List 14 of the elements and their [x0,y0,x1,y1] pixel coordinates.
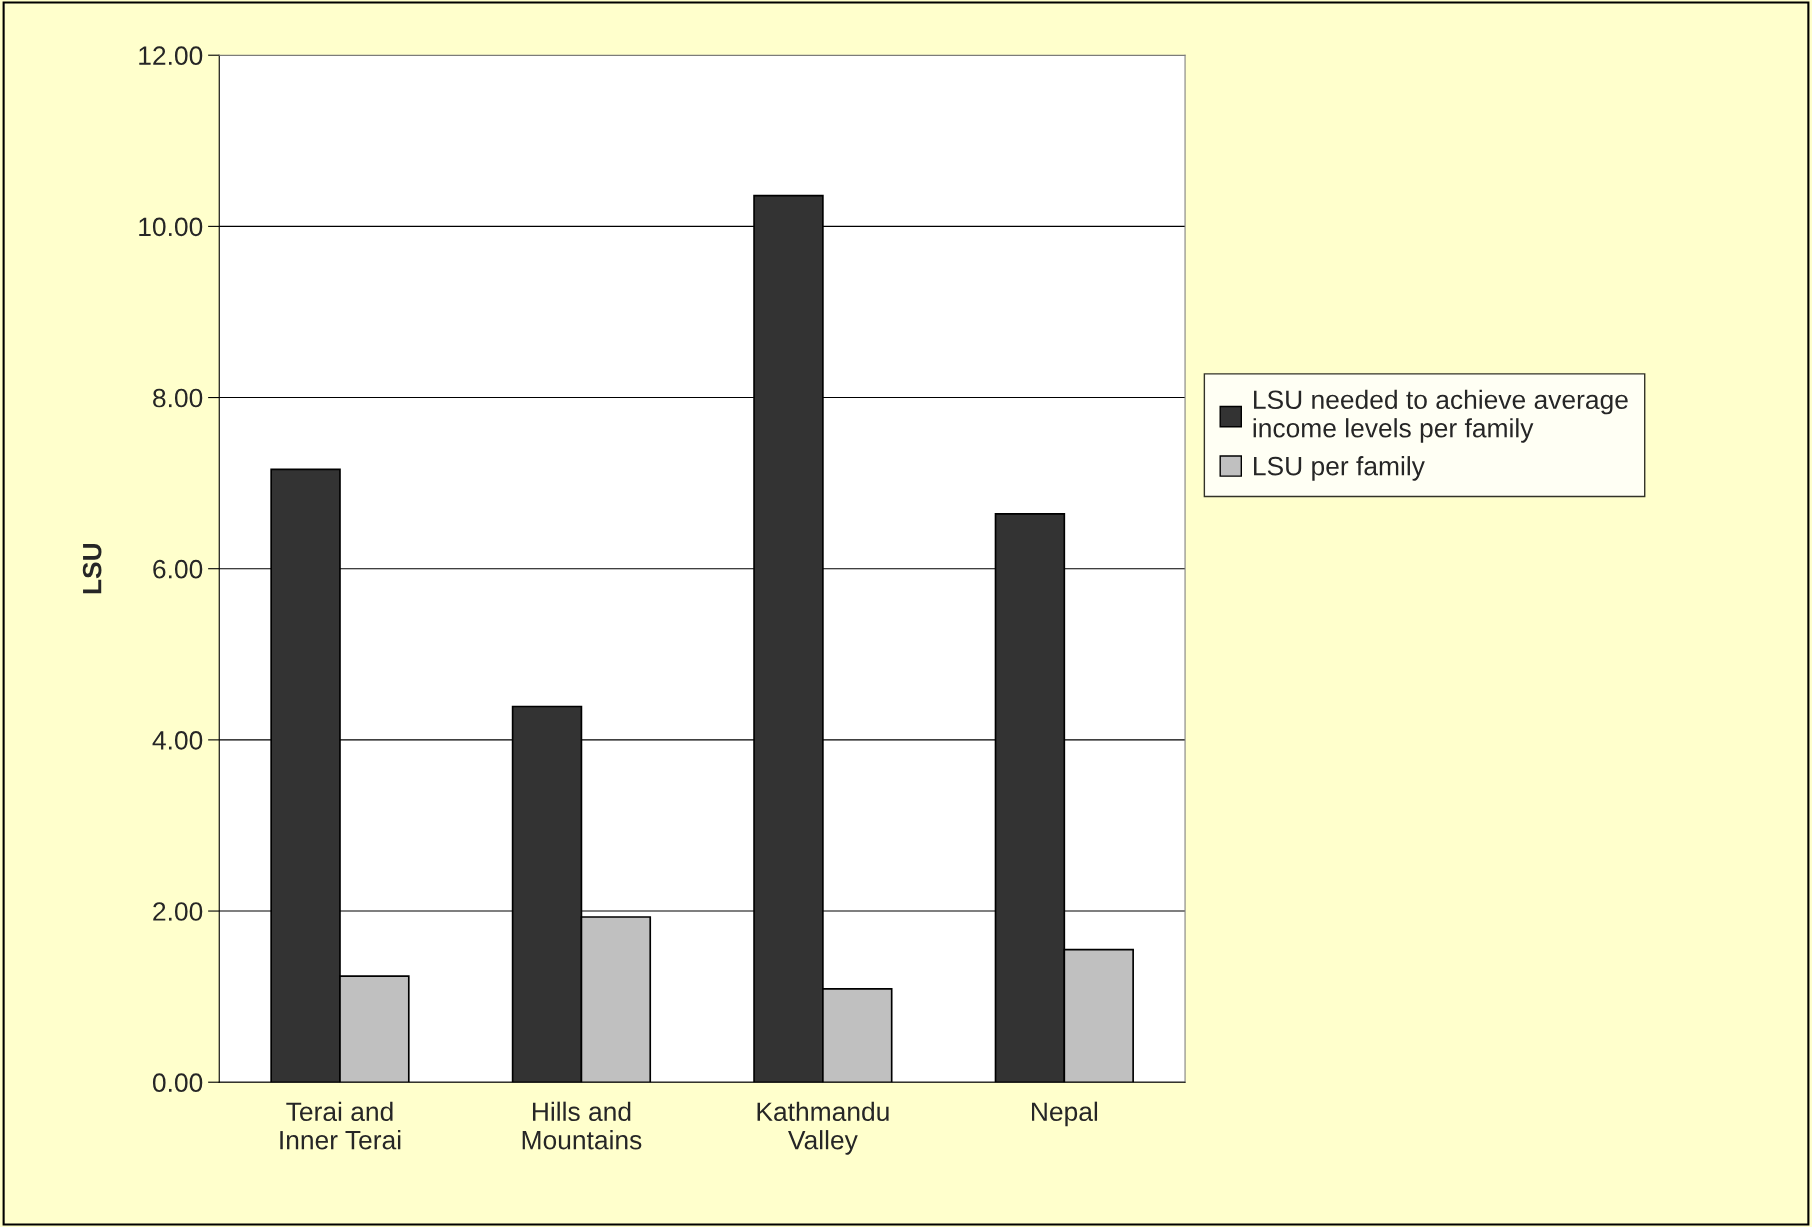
y-tick-label: 2.00 [153,902,203,921]
y-tick-label: 10.00 [139,217,203,237]
y-tick-label: 0.00 [152,1073,203,1093]
y-tick-label: 4.00 [152,731,203,750]
x-tick-label: Terai and Inner Terai [280,1101,401,1150]
x-tick-label: Kathmandu Valley [757,1101,889,1155]
x-tick-label: Hills and Mountains [522,1101,642,1150]
y-axis-title: LSU [82,543,102,594]
legend-label: LSU needed to achieve average income levels per family [1253,389,1628,443]
y-tick-label: 8.00 [153,388,203,408]
y-tick-label: 12.00 [139,46,203,66]
legend-label: LSU per family [1254,456,1425,481]
x-tick-label: Nepal [1032,1101,1098,1127]
y-tick-label: 6.00 [153,559,203,579]
